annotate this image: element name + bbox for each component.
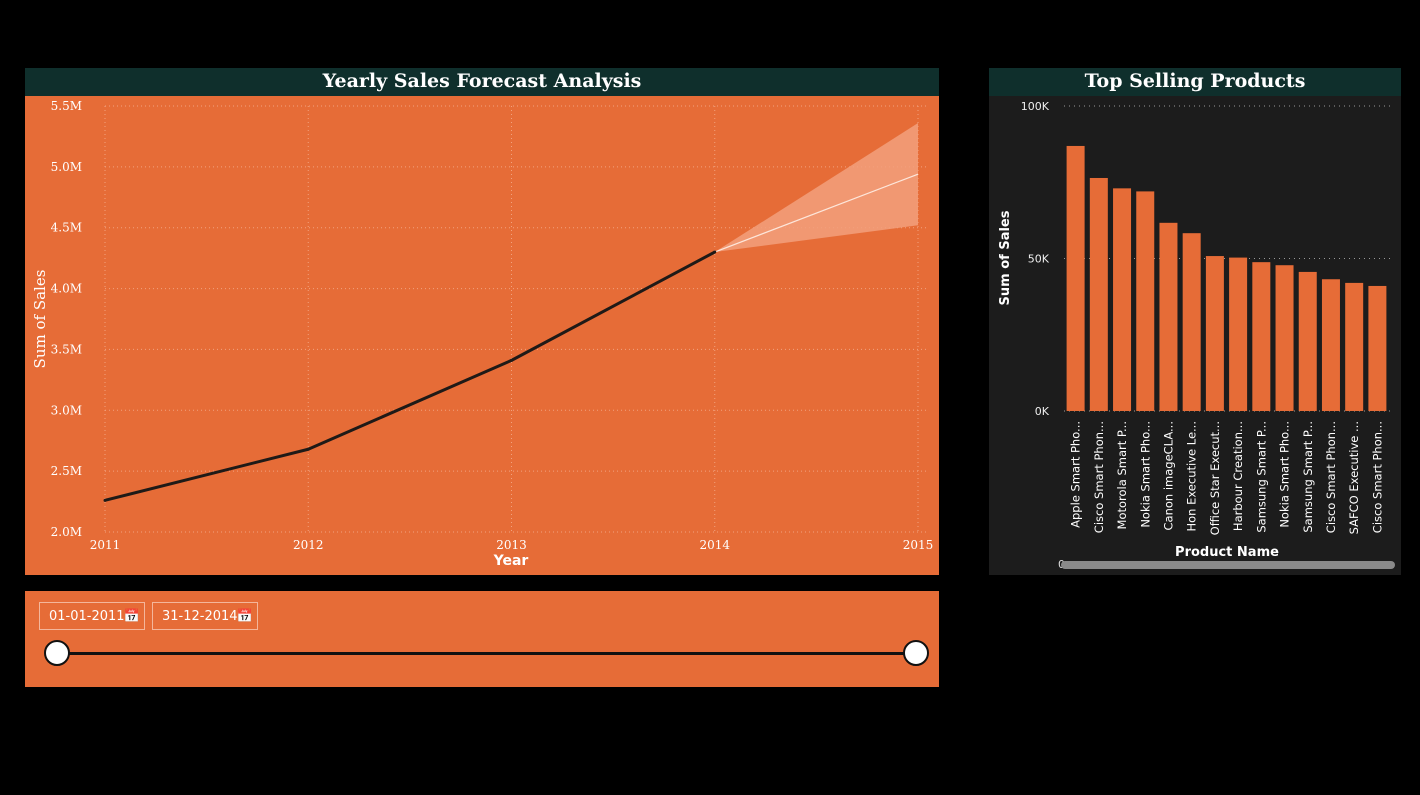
x-tick-label: SAFCO Executive ... xyxy=(1347,421,1361,534)
product-bar xyxy=(1066,145,1085,411)
x-tick-label: 2013 xyxy=(496,538,527,552)
sales-data-point xyxy=(713,250,717,254)
product-bar xyxy=(1182,233,1201,411)
y-tick-label: 50K xyxy=(1028,253,1050,266)
y-tick-label: 100K xyxy=(1021,100,1050,113)
top-products-title: Top Selling Products xyxy=(989,68,1401,96)
x-axis-title: Product Name xyxy=(1175,545,1279,560)
y-tick-label: 2.0M xyxy=(51,525,82,539)
product-bar xyxy=(1252,262,1271,411)
product-bar xyxy=(1229,257,1248,411)
start-date-field[interactable]: 01-01-2011 📅 xyxy=(39,602,145,630)
y-axis-title: Sum of Sales xyxy=(998,210,1013,305)
y-tick-label: 3.0M xyxy=(51,403,82,417)
y-tick-label: 2.5M xyxy=(51,464,82,478)
forecast-chart-panel: Yearly Sales Forecast Analysis 2.0M 2.5M 3… xyxy=(25,68,939,575)
forecast-confidence-band xyxy=(714,123,918,253)
top-products-panel: Top Selling Products 0K 50K 100K Apple Smar… xyxy=(989,68,1401,575)
sales-data-point xyxy=(103,498,107,502)
y-tick-label: 0K xyxy=(1035,405,1050,418)
y-tick-label: 5.5M xyxy=(51,99,82,113)
x-tick-label: 2015 xyxy=(903,538,934,552)
x-tick-label: Hon Executive Le... xyxy=(1185,421,1199,532)
x-tick-label: Apple Smart Pho... xyxy=(1069,421,1083,528)
x-tick-label: 2014 xyxy=(699,538,730,552)
horizontal-scrollbar[interactable] xyxy=(1061,561,1395,569)
product-bar xyxy=(1113,188,1132,411)
x-tick-label: Canon imageCLA... xyxy=(1161,421,1175,531)
forecast-chart-title: Yearly Sales Forecast Analysis xyxy=(25,68,939,96)
x-tick-label: Cisco Smart Phon... xyxy=(1324,421,1338,533)
x-tick-label: Samsung Smart P... xyxy=(1254,421,1268,533)
sales-series-line xyxy=(104,250,716,502)
product-bar xyxy=(1298,271,1317,411)
sales-data-point xyxy=(306,447,310,451)
end-date-value: 31-12-2014 xyxy=(162,609,238,624)
y-tick-label: 4.5M xyxy=(51,221,82,235)
calendar-icon[interactable]: 📅 xyxy=(123,609,140,624)
x-tick-label: Cisco Smart Phon... xyxy=(1092,421,1106,533)
x-tick-label: Samsung Smart P... xyxy=(1301,421,1315,533)
x-tick-label: Office Star Execut... xyxy=(1208,421,1222,535)
start-date-value: 01-01-2011 xyxy=(49,609,125,624)
x-tick-label: Nokia Smart Pho... xyxy=(1138,421,1152,528)
x-tick-label: Motorola Smart P... xyxy=(1115,421,1129,529)
date-slider-track[interactable] xyxy=(57,652,916,655)
top-products-chart[interactable]: 0K 50K 100K Apple Smart Pho... Cisco Smart P… xyxy=(989,96,1401,575)
x-tick-label: 2011 xyxy=(90,538,121,552)
x-tick-label: Nokia Smart Pho... xyxy=(1278,421,1292,528)
product-bar xyxy=(1345,282,1364,411)
date-range-slicer: 01-01-2011 📅 31-12-2014 📅 xyxy=(25,591,939,687)
start-date-handle[interactable] xyxy=(44,640,70,666)
x-tick-label: Cisco Smart Phon... xyxy=(1370,421,1384,533)
forecast-chart[interactable]: 2.0M 2.5M 3.0M 3.5M 4.0M 4.5M 5.0M 5.5M 2011 2012… xyxy=(25,96,939,575)
x-tick-label: Harbour Creation... xyxy=(1231,421,1245,531)
product-bar xyxy=(1275,265,1294,411)
x-axis-title: Year xyxy=(493,553,529,569)
end-date-handle[interactable] xyxy=(903,640,929,666)
product-bar xyxy=(1159,222,1178,411)
product-bar xyxy=(1205,256,1224,411)
y-tick-label: 5.0M xyxy=(51,160,82,174)
sales-data-point xyxy=(510,358,513,362)
y-tick-label: 3.5M xyxy=(51,342,82,356)
x-tick-label: 2012 xyxy=(293,538,324,552)
end-date-field[interactable]: 31-12-2014 📅 xyxy=(152,602,258,630)
forecast-line xyxy=(714,173,919,253)
product-bar xyxy=(1368,285,1387,411)
product-bar xyxy=(1321,279,1340,411)
product-bar xyxy=(1136,191,1155,411)
product-bar xyxy=(1089,177,1108,411)
y-tick-label: 4.0M xyxy=(51,282,82,296)
calendar-icon[interactable]: 📅 xyxy=(236,609,253,624)
y-axis-title: Sum of Sales xyxy=(31,270,49,369)
